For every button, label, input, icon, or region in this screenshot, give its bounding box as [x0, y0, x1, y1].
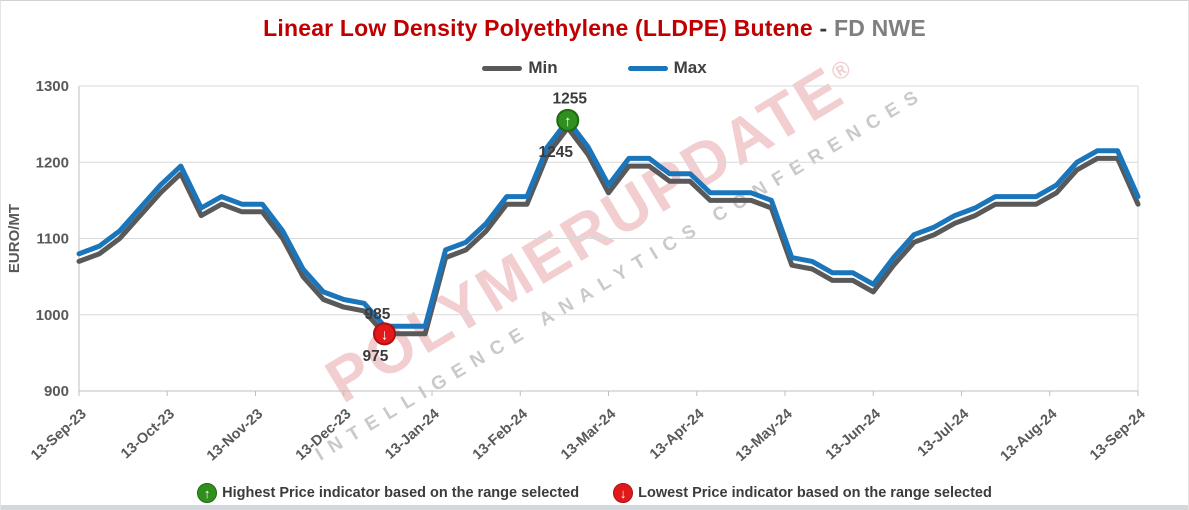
lowest-indicator-legend: ↓ Lowest Price indicator based on the ra…: [613, 483, 992, 503]
x-tick-label: 13-Jun-24: [823, 406, 884, 463]
page-title: Linear Low Density Polyethylene (LLDPE) …: [1, 15, 1188, 42]
legend-item-min[interactable]: Min: [482, 58, 558, 78]
x-tick-label: 13-Mar-24: [558, 406, 619, 463]
y-tick-label: 1300: [36, 78, 69, 95]
min-line-swatch-icon: [482, 65, 523, 71]
highest-min-value-label: 1245: [539, 144, 574, 161]
highest-indicator-legend: ↑ Highest Price indicator based on the r…: [197, 483, 579, 503]
y-tick-label: 1100: [36, 231, 69, 248]
indicator-legend: ↑ Highest Price indicator based on the r…: [1, 483, 1188, 503]
x-tick-label: 13-Dec-23: [293, 406, 355, 464]
lowest-marker-down-arrow-icon: ↓: [381, 326, 389, 343]
legend-item-max[interactable]: Max: [627, 58, 707, 78]
x-tick-label: 13-Sep-24: [1087, 406, 1149, 464]
y-tick-label: 900: [44, 383, 69, 400]
x-tick-label: 13-Sep-23: [28, 406, 90, 464]
x-tick-label: 13-Nov-23: [204, 406, 266, 464]
chart-legend: Min Max: [1, 58, 1188, 78]
highest-marker-up-arrow-icon: ↑: [564, 113, 572, 130]
lowest-max-value-label: 985: [365, 306, 391, 323]
x-tick-label: 13-Aug-24: [998, 406, 1061, 465]
series-line-min: [76, 125, 1141, 337]
legend-min-label: Min: [528, 58, 558, 77]
x-tick-label: 13-May-24: [733, 406, 796, 465]
x-tick-label: 13-Jan-24: [382, 406, 442, 463]
lowest-min-value-label: 975: [363, 348, 389, 365]
title-separator: -: [812, 15, 834, 41]
highest-price-marker: [556, 108, 580, 132]
series-line-max: [76, 117, 1141, 329]
x-tick-label: 13-Jul-24: [915, 406, 972, 460]
x-tick-label: 13-Oct-23: [118, 406, 178, 462]
highest-max-value-label: 1255: [553, 90, 588, 107]
y-axis-title: EURO/MT: [6, 204, 23, 273]
title-product: Linear Low Density Polyethylene (LLDPE) …: [263, 15, 813, 41]
lowest-price-down-arrow-icon: ↓: [613, 483, 634, 503]
bottom-edge-strip: [1, 505, 1188, 510]
y-tick-label: 1000: [36, 307, 69, 324]
y-tick-label: 1200: [36, 154, 69, 171]
max-line-swatch-icon: [627, 65, 668, 71]
x-tick-label: 13-Feb-24: [470, 406, 531, 463]
title-region: FD NWE: [833, 15, 926, 41]
highest-price-up-arrow-icon: ↑: [197, 483, 218, 503]
lowest-indicator-text: Lowest Price indicator based on the rang…: [638, 485, 992, 501]
highest-indicator-text: Highest Price indicator based on the ran…: [222, 485, 580, 501]
x-tick-label: 13-Apr-24: [647, 406, 707, 463]
legend-max-label: Max: [673, 58, 707, 77]
lowest-price-marker: [372, 322, 396, 346]
